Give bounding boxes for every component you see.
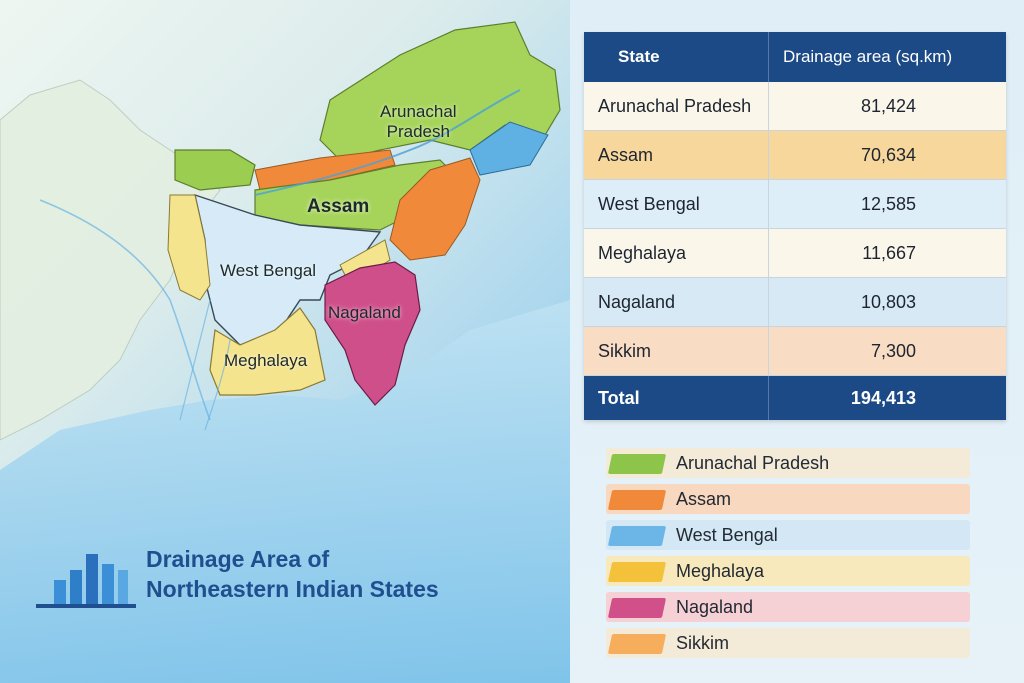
map-title: Drainage Area of Northeastern Indian Sta… [146, 544, 439, 604]
bar-chart-icon [36, 554, 136, 608]
cell-state: Nagaland [584, 277, 769, 327]
table-header-row: State Drainage area (sq.km) [584, 32, 1006, 82]
map-svg [0, 21, 570, 683]
legend-label: Arunachal Pradesh [676, 453, 830, 473]
legend-label: Nagaland [676, 597, 754, 617]
legend-swatch [607, 490, 667, 510]
region-meghalaya [209, 307, 326, 396]
table-row: Assam 70,634 [584, 130, 1006, 180]
label-arunachal: Arunachal Pradesh [380, 102, 457, 141]
cell-area: 11,667 [768, 228, 1006, 278]
map-panel: Arunachal Pradesh Assam West Bengal Naga… [0, 0, 570, 683]
legend-item: Meghalaya [606, 556, 970, 586]
label-assam: Assam [307, 196, 370, 217]
cell-state: Sikkim [584, 326, 769, 376]
table-body: Arunachal Pradesh 81,424 Assam 70,634 We… [584, 82, 1006, 420]
map-title-line-2: Northeastern Indian States [146, 576, 439, 602]
legend-swatch [607, 454, 667, 474]
total-label: Total [584, 375, 769, 420]
legend-item: Sikkim [606, 628, 970, 658]
label-meghalaya: Meghalaya [224, 351, 308, 370]
legend-label: Assam [676, 489, 732, 509]
bay-of-bengal [0, 300, 570, 683]
label-nagaland: Nagaland [328, 303, 401, 322]
legend-swatch [607, 562, 667, 582]
legend: Arunachal Pradesh Assam West Bengal Megh… [606, 448, 970, 664]
legend-label: West Bengal [676, 525, 778, 545]
table-row: Sikkim 7,300 [584, 326, 1006, 376]
cell-area: 70,634 [768, 130, 1006, 180]
legend-item: Nagaland [606, 592, 970, 622]
region-blue-strip [469, 121, 549, 176]
cell-state: Arunachal Pradesh [584, 82, 769, 131]
cell-state: Assam [584, 130, 769, 180]
cell-area: 10,803 [768, 277, 1006, 327]
cell-area: 12,585 [768, 179, 1006, 229]
legend-label: Sikkim [676, 633, 729, 653]
delta-river [179, 299, 231, 431]
region-sikkim-strip [174, 149, 256, 191]
table-row: Arunachal Pradesh 81,424 [584, 82, 1006, 131]
legend-item: West Bengal [606, 520, 970, 550]
cell-area: 81,424 [768, 82, 1006, 131]
header-state: State [584, 32, 769, 82]
map-title-line-1: Drainage Area of [146, 546, 330, 572]
legend-item: Assam [606, 484, 970, 514]
region-nagaland [324, 261, 421, 406]
legend-swatch [607, 526, 667, 546]
table-row: Nagaland 10,803 [584, 277, 1006, 327]
drainage-table: State Drainage area (sq.km) Arunachal Pr… [584, 32, 1006, 420]
cell-state: Meghalaya [584, 228, 769, 278]
header-area: Drainage area (sq.km) [768, 32, 1006, 82]
table-row: Meghalaya 11,667 [584, 228, 1006, 278]
table-total-row: Total 194,413 [584, 375, 1006, 420]
legend-item: Arunachal Pradesh [606, 448, 970, 478]
region-yellow-strip [167, 194, 211, 301]
legend-swatch [607, 634, 667, 654]
legend-label: Meghalaya [676, 561, 765, 581]
table-row: West Bengal 12,585 [584, 179, 1006, 229]
cell-state: West Bengal [584, 179, 769, 229]
legend-swatch [607, 598, 667, 618]
total-value: 194,413 [768, 375, 1006, 420]
label-west-bengal: West Bengal [220, 261, 317, 280]
region-east-assam [389, 157, 481, 261]
ganga-river [39, 199, 211, 421]
brahmaputra-river [254, 89, 521, 196]
map-title-block: Drainage Area of Northeastern Indian Sta… [36, 540, 476, 620]
cell-area: 7,300 [768, 326, 1006, 376]
right-panel: State Drainage area (sq.km) Arunachal Pr… [570, 0, 1024, 683]
